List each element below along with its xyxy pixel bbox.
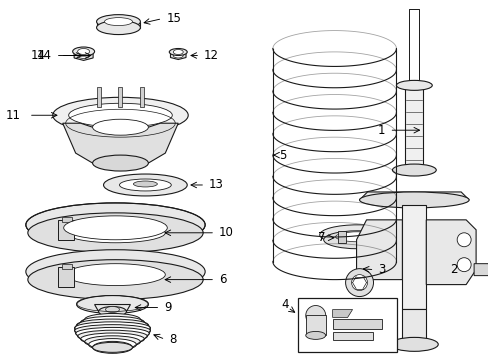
Bar [96, 87, 101, 107]
Ellipse shape [92, 341, 132, 353]
Ellipse shape [456, 258, 470, 272]
Ellipse shape [335, 232, 379, 242]
Text: 14: 14 [31, 49, 46, 62]
Polygon shape [332, 310, 352, 318]
Polygon shape [359, 192, 468, 200]
Ellipse shape [75, 322, 150, 334]
Text: 11: 11 [6, 109, 21, 122]
Ellipse shape [92, 155, 148, 171]
Ellipse shape [305, 306, 325, 325]
Ellipse shape [76, 328, 149, 339]
Text: 9: 9 [164, 301, 171, 314]
Ellipse shape [77, 296, 148, 314]
Ellipse shape [28, 213, 203, 253]
Polygon shape [170, 51, 185, 59]
Ellipse shape [26, 203, 205, 247]
Polygon shape [94, 305, 130, 311]
Ellipse shape [68, 103, 172, 127]
Ellipse shape [396, 80, 431, 90]
Ellipse shape [73, 47, 94, 56]
Ellipse shape [77, 319, 148, 331]
Ellipse shape [28, 260, 203, 300]
Text: 13: 13 [209, 179, 224, 192]
Text: 4: 4 [281, 298, 289, 311]
Ellipse shape [96, 21, 140, 35]
Ellipse shape [305, 332, 325, 339]
Ellipse shape [63, 216, 167, 240]
Bar [58, 220, 74, 240]
Ellipse shape [105, 306, 119, 312]
Bar [61, 264, 72, 269]
Ellipse shape [96, 15, 140, 28]
Bar [140, 87, 144, 107]
Bar [61, 217, 72, 222]
Bar [475, 267, 479, 273]
Ellipse shape [169, 49, 187, 55]
Polygon shape [473, 264, 488, 276]
Ellipse shape [345, 269, 373, 297]
Ellipse shape [84, 314, 140, 325]
Ellipse shape [81, 333, 144, 345]
Text: 8: 8 [169, 333, 176, 346]
Text: 15: 15 [166, 12, 181, 25]
Text: 7: 7 [318, 231, 325, 244]
Ellipse shape [351, 275, 367, 291]
Ellipse shape [104, 18, 132, 26]
Ellipse shape [65, 264, 165, 285]
Ellipse shape [392, 164, 435, 176]
Ellipse shape [88, 339, 136, 351]
Text: 1: 1 [377, 124, 385, 137]
Ellipse shape [103, 174, 187, 196]
Polygon shape [62, 123, 178, 163]
Bar [480, 267, 484, 273]
Polygon shape [96, 22, 140, 28]
Bar [332, 332, 372, 340]
Text: 2: 2 [449, 263, 456, 276]
Ellipse shape [319, 225, 395, 245]
Polygon shape [426, 220, 475, 285]
Bar [485, 267, 488, 273]
Ellipse shape [456, 233, 470, 247]
Text: 14: 14 [37, 49, 52, 62]
Ellipse shape [78, 49, 89, 54]
Bar [402, 205, 426, 310]
Ellipse shape [78, 53, 89, 58]
Ellipse shape [26, 250, 205, 293]
Ellipse shape [78, 330, 147, 342]
Ellipse shape [389, 337, 437, 351]
Text: 10: 10 [219, 226, 233, 239]
Ellipse shape [84, 336, 140, 348]
Ellipse shape [173, 53, 183, 58]
Text: 3: 3 [378, 263, 385, 276]
Text: 12: 12 [203, 49, 219, 62]
Ellipse shape [359, 192, 468, 208]
Bar [402, 310, 426, 345]
Polygon shape [74, 50, 93, 60]
Bar [405, 85, 423, 170]
Ellipse shape [99, 306, 126, 316]
Bar [337, 231, 345, 243]
Polygon shape [356, 220, 402, 280]
Bar [332, 319, 382, 329]
Ellipse shape [133, 181, 157, 187]
Ellipse shape [92, 342, 132, 352]
Bar [297, 298, 397, 352]
Ellipse shape [53, 97, 188, 133]
Ellipse shape [81, 316, 144, 328]
Ellipse shape [92, 119, 148, 135]
Text: 6: 6 [219, 273, 226, 286]
Ellipse shape [323, 231, 390, 249]
Ellipse shape [173, 50, 183, 54]
Bar [118, 87, 122, 107]
Bar [408, 9, 419, 85]
Bar [305, 315, 325, 336]
Ellipse shape [119, 179, 171, 191]
Text: 5: 5 [278, 149, 285, 162]
Bar [58, 267, 74, 287]
Ellipse shape [65, 223, 165, 243]
Ellipse shape [75, 325, 150, 337]
